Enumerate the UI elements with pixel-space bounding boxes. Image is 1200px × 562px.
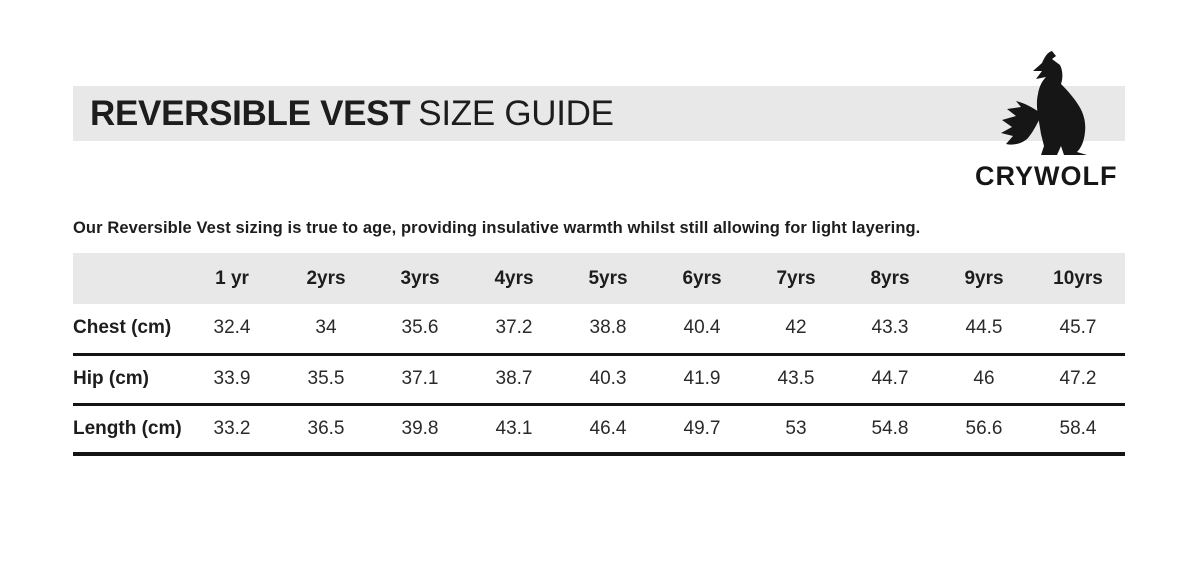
measurement-value: 58.4 [1059,417,1097,439]
age-column-header: 8yrs [870,267,910,289]
page-title: REVERSIBLE VEST SIZE GUIDE [90,96,614,131]
measurement-value: 46.4 [589,417,627,439]
measurement-value: 43.3 [871,317,909,339]
measurement-value: 43.1 [495,417,533,439]
measurement-value: 54.8 [871,417,909,439]
sizing-description: Our Reversible Vest sizing is true to ag… [73,219,921,237]
age-column-header: 10yrs [1053,267,1103,289]
measurement-value: 32.4 [213,317,251,339]
table-row: Chest (cm) 32.4 34 35.6 37.2 38.8 40.4 42 43.3 44… [73,304,1125,354]
age-column-header: 7yrs [776,267,816,289]
measurement-value: 33.9 [213,368,251,389]
measurement-value: 40.3 [589,368,627,389]
table-row: Hip (cm) 33.9 35.5 37.1 38.7 40.3 41.9 43.5 44.7… [73,354,1125,404]
measurement-value: 53 [785,417,807,439]
measurement-value: 46 [973,368,995,389]
brand-name: CRYWOLF [975,161,1118,191]
age-column-header: 9yrs [964,267,1004,289]
measurement-value: 35.5 [307,368,345,389]
measurement-value: 38.7 [495,368,533,389]
corner-cell [73,253,185,304]
measurement-label: Length (cm) [73,417,182,439]
age-column-header: 1 yr [215,267,249,289]
table-row: Length (cm) 33.2 36.5 39.8 43.1 46.4 49.7 53 54.… [73,404,1125,454]
measurement-value: 47.2 [1059,368,1097,389]
page-title-product: REVERSIBLE VEST [90,94,411,133]
measurement-value: 41.9 [683,368,721,389]
measurement-value: 43.5 [777,368,815,389]
measurement-value: 35.6 [401,317,439,339]
age-column-header: 5yrs [588,267,628,289]
measurement-value: 44.7 [871,368,909,389]
measurement-value: 33.2 [213,417,251,439]
measurement-value: 42 [785,317,807,339]
measurement-value: 40.4 [683,317,721,339]
measurement-value: 38.8 [589,317,627,339]
measurement-label: Chest (cm) [73,317,172,339]
size-guide-table: 1 yr 2yrs 3yrs 4yrs 5yrs 6yrs 7yrs 8yrs 9yrs 10yr… [73,253,1125,456]
measurement-value: 34 [315,317,337,339]
measurement-label: Hip (cm) [73,368,149,389]
age-column-header: 3yrs [400,267,440,289]
table-body: Chest (cm) 32.4 34 35.6 37.2 38.8 40.4 42 43.3 44… [73,304,1125,454]
age-column-header: 4yrs [494,267,534,289]
table-header: 1 yr 2yrs 3yrs 4yrs 5yrs 6yrs 7yrs 8yrs 9yrs 10yr… [73,253,1125,304]
age-column-header: 6yrs [682,267,722,289]
measurement-value: 49.7 [683,417,721,439]
title-bar: REVERSIBLE VEST SIZE GUIDE [73,86,1125,141]
brand-logo: CRYWOLF [975,50,1118,192]
measurement-value: 36.5 [307,417,345,439]
measurement-value: 37.1 [401,368,439,389]
age-column-header: 2yrs [306,267,346,289]
measurement-value: 37.2 [495,317,533,339]
measurement-value: 39.8 [401,417,439,439]
measurement-value: 45.7 [1059,317,1097,339]
measurement-value: 44.5 [965,317,1003,339]
howling-wolf-icon [1001,51,1087,155]
age-header-row: 1 yr 2yrs 3yrs 4yrs 5yrs 6yrs 7yrs 8yrs 9yrs 10yr… [73,253,1125,304]
page-title-suffix: SIZE GUIDE [418,94,614,133]
measurement-value: 56.6 [965,417,1003,439]
